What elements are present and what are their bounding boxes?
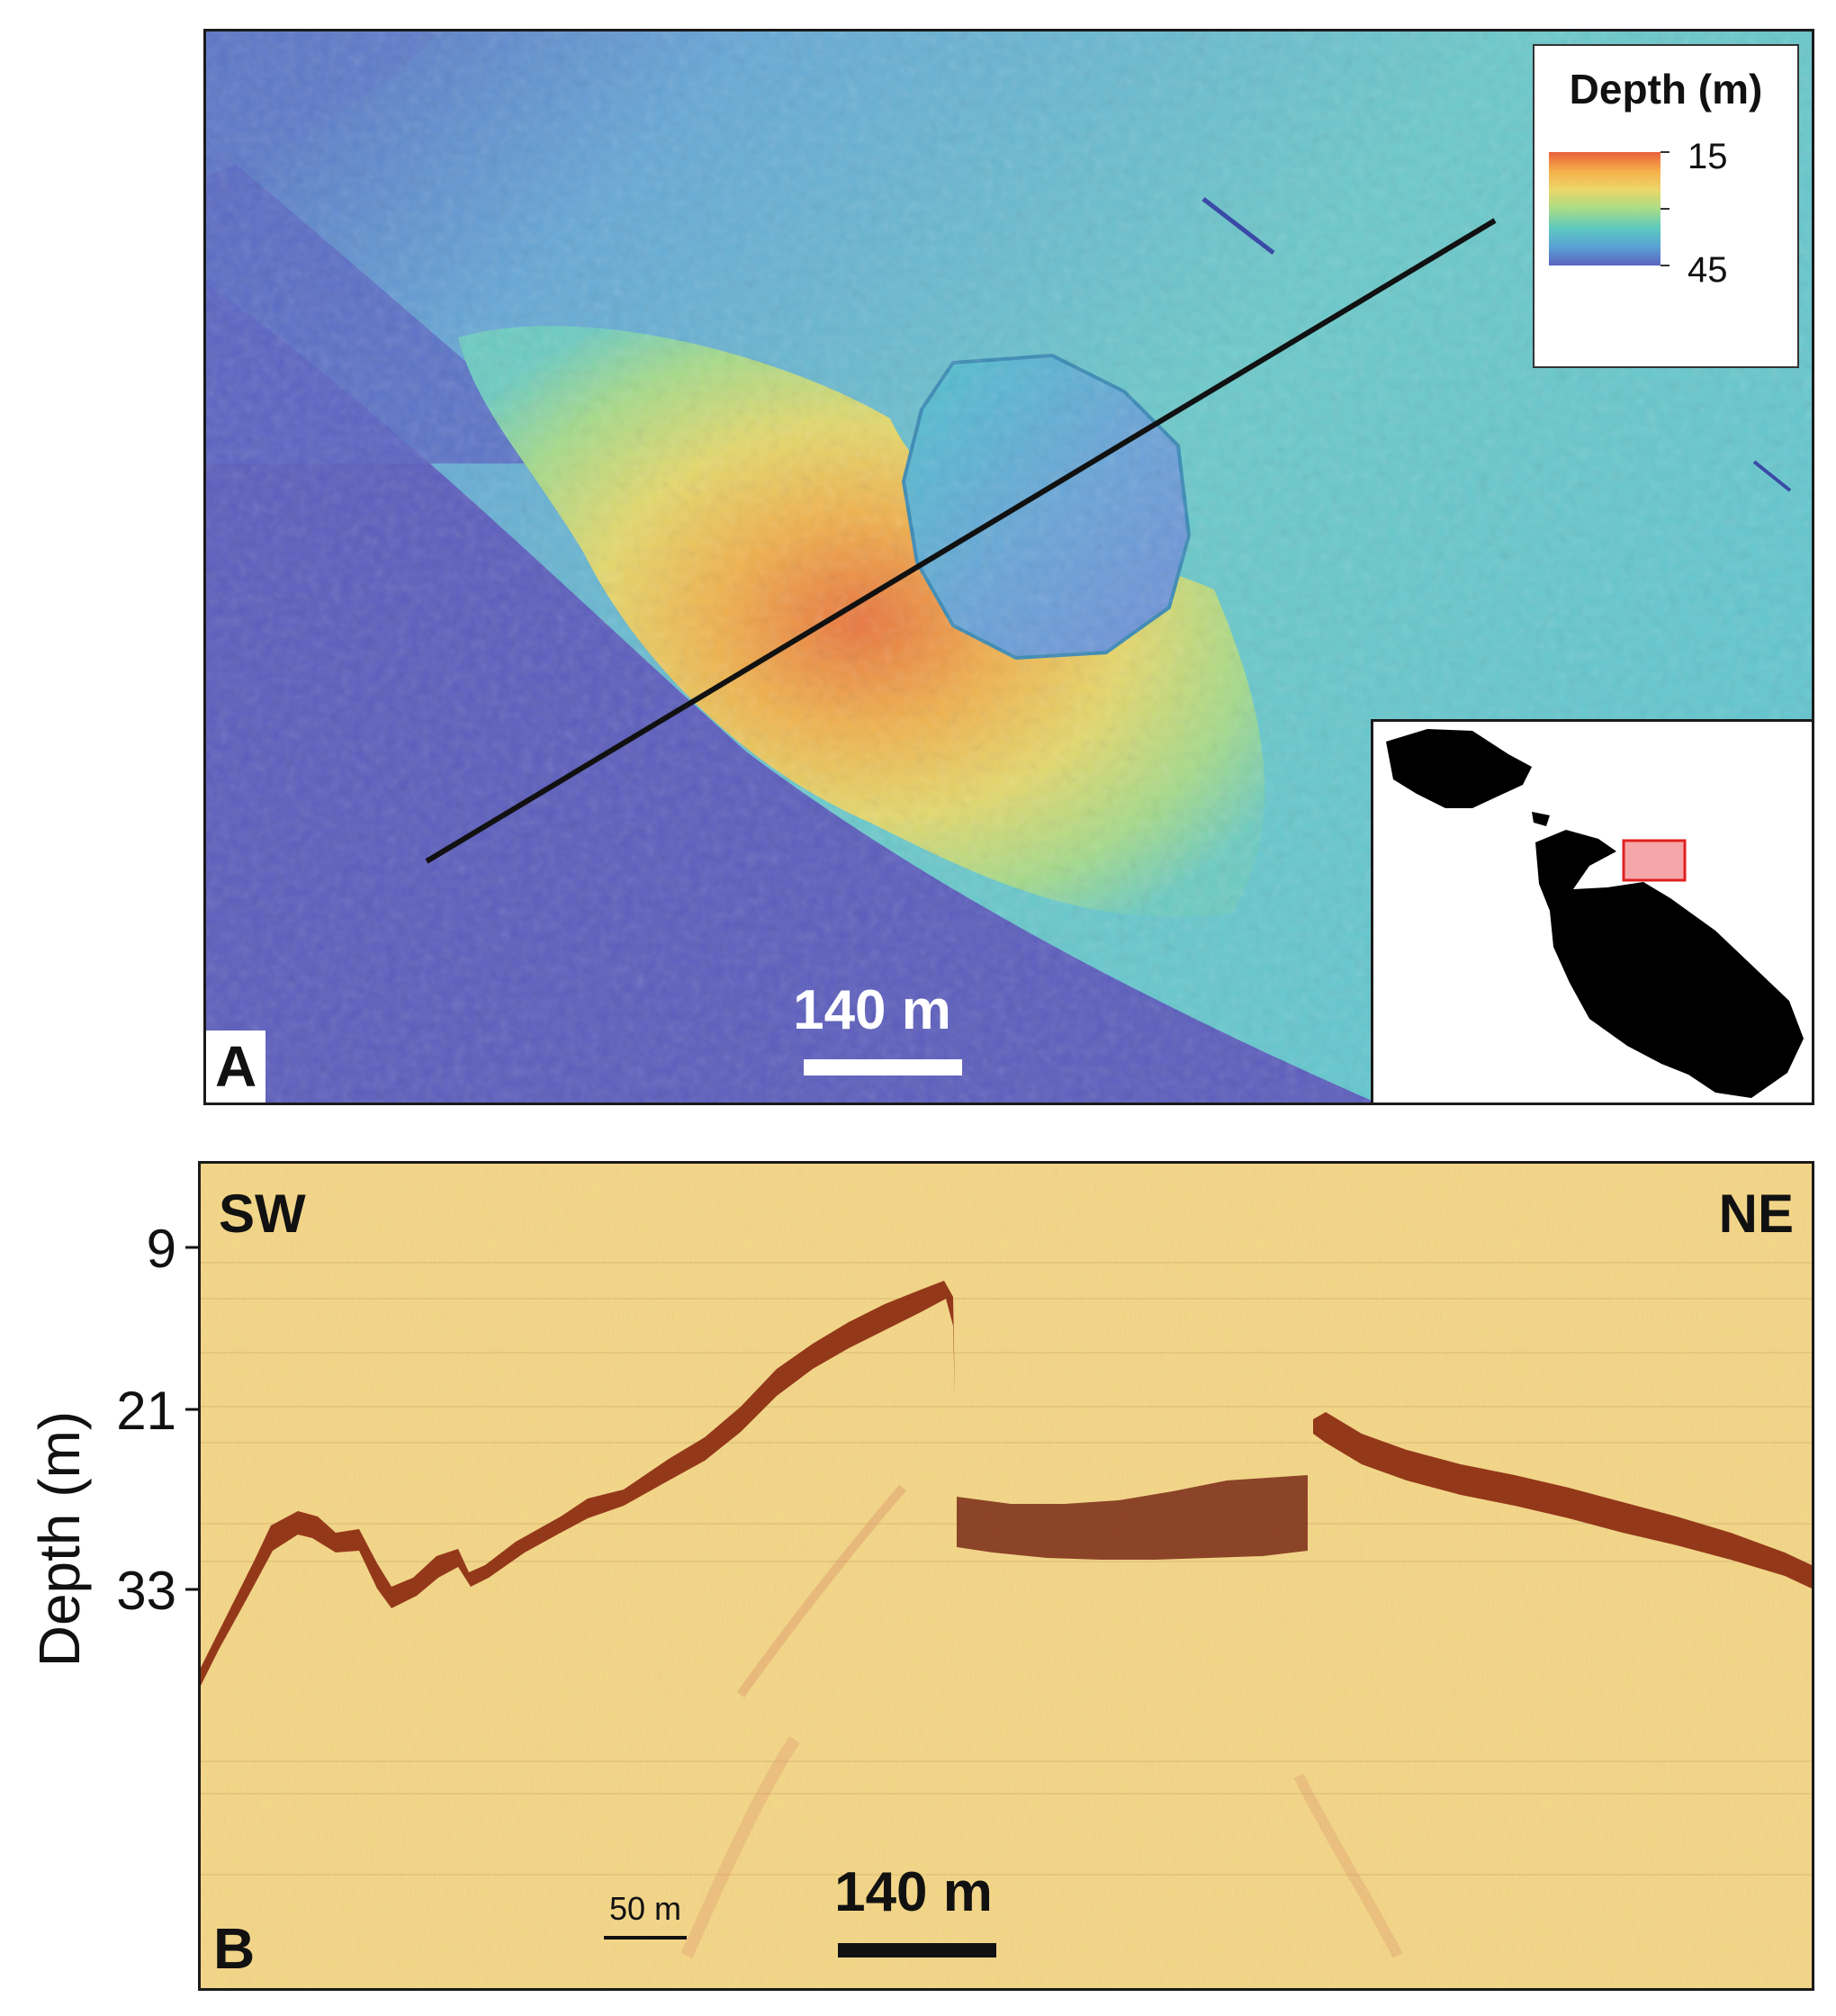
- small-scale-bar-label: 50 m: [609, 1890, 681, 1927]
- large-scale-bar-label: 140 m: [834, 1861, 993, 1923]
- y-axis-label: Depth (m): [27, 1411, 92, 1668]
- right-direction-label: NE: [1719, 1184, 1794, 1244]
- bathymetry-map-panel: 140 m Depth (m) 15 45: [203, 29, 1814, 1105]
- map-scale-bar-label: 140 m: [793, 979, 951, 1041]
- crater-infill-reflector: [957, 1475, 1308, 1560]
- legend-colorbar: [1549, 152, 1660, 266]
- y-tick-label: 9: [147, 1219, 176, 1279]
- profile-line: [425, 218, 1497, 864]
- map-scale-bar: [804, 1059, 962, 1076]
- left-direction-label: SW: [219, 1184, 306, 1244]
- seafloor-scar: [1202, 197, 1275, 255]
- seabed-reflector-sw: [201, 1281, 955, 1686]
- small-scale-bar: [604, 1936, 687, 1940]
- legend-min-label: 15: [1688, 137, 1728, 176]
- island-gozo: [1386, 729, 1532, 808]
- island-comino: [1532, 812, 1550, 826]
- panel-a-letter: A: [206, 1030, 266, 1102]
- echosounder-profile: SW NE 50 m 140 m: [201, 1164, 1812, 1988]
- legend-max-label: 45: [1688, 250, 1728, 290]
- depth-axis: Depth (m) 9 21 33: [27, 1219, 200, 1668]
- island-malta: [1535, 830, 1804, 1098]
- location-inset-map: [1371, 719, 1812, 1102]
- y-tick-label: 33: [116, 1561, 176, 1621]
- large-scale-bar: [838, 1943, 996, 1958]
- panel-b-letter: B: [213, 1916, 256, 1981]
- y-tick-label: 21: [116, 1381, 176, 1441]
- legend-title: Depth (m): [1570, 66, 1763, 112]
- echosounder-profile-panel: SW NE 50 m 140 m B: [198, 1161, 1814, 1991]
- seabed-reflector-ne: [1313, 1412, 1812, 1588]
- study-area-highlight: [1622, 839, 1687, 882]
- depth-legend: Depth (m) 15 45: [1533, 44, 1799, 368]
